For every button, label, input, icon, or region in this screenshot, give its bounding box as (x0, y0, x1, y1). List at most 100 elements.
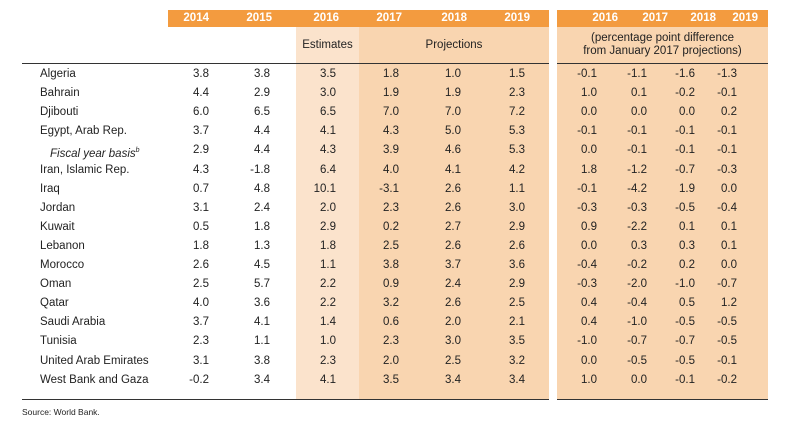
value-cell: -0.2 (189, 373, 209, 386)
value-cell: 4.5 (254, 259, 270, 271)
value-cell: 4.6 (445, 144, 461, 157)
value-cell: 4.0 (193, 297, 209, 310)
left-year-header: 2019 (504, 12, 530, 24)
delta-cell: -0.1 (717, 144, 737, 157)
header-rule-right (557, 63, 768, 64)
delta-cell: -0.4 (717, 201, 737, 214)
value-cell: 4.2 (509, 163, 525, 176)
table-row: Qatar 4.0 3.6 2.2 3.2 2.6 2.5 0.4 -0.4 0.5 1.2 (0, 294, 786, 313)
row-label: Tunisia (40, 332, 77, 351)
row-label: West Bank and Gaza (40, 371, 148, 390)
value-cell: 3.0 (320, 87, 336, 100)
delta-cell: 0.5 (679, 297, 695, 310)
value-cell: 3.6 (509, 259, 525, 271)
delta-cell: -1.0 (577, 335, 597, 348)
value-cell: 3.0 (445, 335, 461, 348)
delta-cell: 0.0 (581, 144, 597, 157)
value-cell: 3.5 (383, 373, 399, 386)
value-cell: 5.3 (509, 144, 525, 157)
value-cell: 0.7 (193, 182, 209, 195)
value-cell: 4.1 (320, 125, 336, 138)
table-row: Tunisia 2.3 1.1 1.0 2.3 3.0 3.5 -1.0 -0.7 -0.7 -0.… (0, 332, 786, 351)
value-cell: 2.5 (193, 278, 209, 291)
value-cell: 3.2 (383, 297, 399, 310)
value-cell: 2.5 (383, 239, 399, 252)
delta-cell: -0.5 (717, 335, 737, 348)
value-cell: 10.1 (313, 182, 336, 195)
delta-cell: -0.3 (717, 163, 737, 176)
delta-cell: -0.1 (627, 125, 647, 138)
delta-cell: -1.6 (675, 68, 695, 80)
right-year-header: 2019 (732, 12, 758, 24)
row-label: United Arab Emirates (40, 352, 149, 371)
delta-cell: -0.1 (675, 144, 695, 157)
value-cell: 3.4 (254, 373, 270, 386)
delta-cell: -0.7 (627, 335, 647, 348)
value-cell: 3.8 (383, 259, 399, 271)
value-cell: 2.3 (509, 87, 525, 100)
delta-cell: -0.4 (627, 297, 647, 310)
delta-cell: -0.2 (627, 259, 647, 271)
value-cell: 2.0 (445, 316, 461, 329)
delta-cell: 0.0 (581, 239, 597, 252)
value-cell: 2.9 (509, 278, 525, 291)
table-row: Bahrain 4.4 2.9 3.0 1.9 1.9 2.3 1.0 0.1 -0.2 -0.1 (0, 84, 786, 103)
value-cell: 2.3 (383, 201, 399, 214)
value-cell: 4.1 (254, 316, 270, 329)
value-cell: 2.6 (445, 239, 461, 252)
value-cell: 4.1 (320, 373, 336, 386)
left-year-header: 2015 (246, 12, 272, 24)
row-label-text: West Bank and Gaza (40, 373, 149, 386)
header-rule-left (22, 63, 549, 64)
row-label-text: Saudi Arabia (40, 316, 106, 329)
left-header-band: 2014 2015 2016 2017 2018 2019 (168, 10, 549, 27)
value-cell: 3.9 (383, 144, 399, 157)
value-cell: 3.6 (254, 297, 270, 310)
value-cell: 6.5 (254, 106, 270, 119)
value-cell: 1.1 (320, 259, 336, 271)
row-label-text: Bahrain (40, 87, 80, 100)
value-cell: 2.3 (383, 335, 399, 348)
value-cell: 2.6 (445, 182, 461, 195)
value-cell: 4.3 (383, 125, 399, 138)
value-cell: 2.5 (509, 297, 525, 310)
bottom-rule-left (22, 399, 549, 400)
row-label: Bahrain (40, 84, 80, 103)
delta-cell: 0.1 (721, 239, 737, 252)
table-row: Fiscal year basisb 2.9 4.4 4.3 3.9 4.6 5.3 0.0 -… (0, 141, 786, 160)
value-cell: 1.5 (509, 68, 525, 80)
value-cell: 7.0 (445, 106, 461, 119)
delta-cell: -0.5 (627, 354, 647, 367)
delta-cell: -0.1 (577, 182, 597, 195)
delta-cell: 1.0 (581, 373, 597, 386)
delta-cell: -0.7 (675, 335, 695, 348)
delta-cell: -1.3 (717, 68, 737, 80)
value-cell: -3.1 (379, 182, 399, 195)
value-cell: 3.4 (445, 373, 461, 386)
delta-cell: -0.2 (717, 373, 737, 386)
row-label: Egypt, Arab Rep. (40, 122, 127, 141)
delta-cell: 0.1 (721, 220, 737, 233)
value-cell: 4.4 (254, 144, 270, 157)
value-cell: 4.0 (383, 163, 399, 176)
value-cell: 2.9 (193, 144, 209, 157)
row-label: Djibouti (40, 103, 78, 122)
value-cell: 3.0 (509, 201, 525, 214)
delta-cell: -0.3 (627, 201, 647, 214)
value-cell: 2.9 (320, 220, 336, 233)
value-cell: 0.6 (383, 316, 399, 329)
value-cell: 2.9 (509, 220, 525, 233)
table-row: Morocco 2.6 4.5 1.1 3.8 3.7 3.6 -0.4 -0.2 0.2 0.0 (0, 256, 786, 275)
value-cell: 3.7 (193, 125, 209, 138)
delta-cell: 0.0 (679, 106, 695, 119)
value-cell: 2.6 (193, 259, 209, 271)
row-label-text: Djibouti (40, 106, 79, 119)
row-label-text: Iraq (40, 182, 60, 195)
value-cell: 7.0 (383, 106, 399, 119)
delta-cell: 0.0 (631, 373, 647, 386)
projections-columns-shade (359, 27, 549, 400)
delta-cell: -0.2 (675, 87, 695, 100)
value-cell: 3.4 (509, 373, 525, 386)
value-cell: -1.8 (250, 163, 270, 176)
